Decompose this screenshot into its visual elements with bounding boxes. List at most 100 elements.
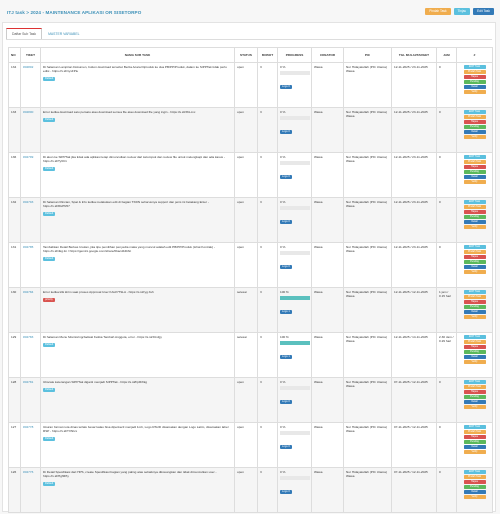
action-button[interactable]: Detail — [463, 265, 486, 269]
logs-button[interactable]: Logs 0 — [280, 444, 292, 449]
cell-status: selesai — [234, 332, 258, 378]
action-button[interactable]: Verify — [463, 495, 486, 499]
action-button[interactable]: Pending — [463, 80, 486, 84]
action-button[interactable]: Hapus — [463, 345, 486, 349]
action-button[interactable]: Hapus — [463, 255, 486, 259]
action-button[interactable]: Pindah Task — [463, 70, 486, 74]
action-button[interactable]: Pending — [463, 125, 486, 129]
action-button[interactable]: Pindah Task — [463, 115, 486, 119]
action-button[interactable]: Detail — [463, 220, 486, 224]
action-button[interactable]: Hapus — [463, 480, 486, 484]
action-button[interactable]: Pending — [463, 395, 486, 399]
action-button[interactable]: Pindah Task — [463, 295, 486, 299]
ticket-link[interactable]: #02802 — [23, 65, 34, 69]
action-button[interactable]: Detail — [463, 85, 486, 89]
column-header: STATUS — [234, 47, 258, 63]
logs-button[interactable]: Logs 0 — [280, 174, 292, 179]
column-header: TIKET — [20, 47, 41, 63]
action-button[interactable]: Hapus — [463, 120, 486, 124]
cell-pic: Nur Hidayatullah (PIC Utama) Wawa — [343, 467, 392, 513]
action-button[interactable]: Verify — [463, 450, 486, 454]
action-button[interactable]: Pindah Task — [463, 160, 486, 164]
action-button[interactable]: Detail — [463, 355, 486, 359]
ticket-link[interactable]: #02781 — [23, 380, 34, 384]
action-button[interactable]: EDIT Task — [463, 155, 486, 159]
action-button[interactable]: Detail — [463, 130, 486, 134]
tab-divider — [6, 39, 492, 40]
cell-name-text: Di Detail Spesifikasi dari HPS, create S… — [43, 470, 217, 478]
ticket-link[interactable]: #02799 — [23, 155, 34, 159]
action-button[interactable]: Pindah Task — [463, 250, 486, 254]
action-button[interactable]: EDIT Task — [463, 425, 486, 429]
logs-button[interactable]: Logs 0 — [280, 399, 292, 404]
action-button[interactable]: Hapus — [463, 435, 486, 439]
cell-progress-text: 100 % — [280, 335, 289, 339]
action-button[interactable]: Verify — [463, 90, 486, 94]
action-button[interactable]: EDIT Task — [463, 380, 486, 384]
action-button[interactable]: Verify — [463, 135, 486, 139]
action-button[interactable]: Hapus — [463, 75, 486, 79]
action-button[interactable]: Hapus — [463, 210, 486, 214]
logs-button[interactable]: Logs 0 — [280, 129, 292, 134]
ticket-link[interactable]: #02785 — [23, 245, 34, 249]
action-button[interactable]: Verify — [463, 225, 486, 229]
action-button[interactable]: EDIT Task — [463, 335, 486, 339]
action-button[interactable]: Verify — [463, 270, 486, 274]
logs-button[interactable]: Logs 0 — [280, 489, 292, 494]
action-button[interactable]: Pending — [463, 260, 486, 264]
cell-name-text: Di akun ke SIPPTak jika tidak ada aplika… — [43, 155, 225, 163]
table-row: 133 #02800 Error ketika download satu pers… — [8, 107, 493, 153]
action-button[interactable]: Detail — [463, 175, 486, 179]
action-button[interactable]: Pending — [463, 170, 486, 174]
action-button[interactable]: Pending — [463, 305, 486, 309]
cell-pic-text: Nur Hidayatullah (PIC Utama) Wawa — [346, 335, 387, 343]
logs-button[interactable]: Logs 1 — [280, 354, 292, 359]
action-button[interactable]: EDIT Task — [463, 65, 486, 69]
action-button[interactable]: Verify — [463, 180, 486, 184]
cell-no: 134 — [8, 62, 21, 108]
action-button[interactable]: Pindah Task — [463, 205, 486, 209]
action-button[interactable]: Pending — [463, 215, 486, 219]
action-button[interactable]: EDIT Task — [463, 200, 486, 204]
action-button[interactable]: Pindah Task — [463, 430, 486, 434]
ticket-link[interactable]: #02800 — [23, 110, 34, 114]
action-button[interactable]: Hapus — [463, 165, 486, 169]
action-button[interactable]: EDIT Task — [463, 110, 486, 114]
progress-bar — [280, 116, 310, 120]
action-button[interactable]: Detail — [463, 490, 486, 494]
ticket-link[interactable]: #02776 — [23, 470, 34, 474]
ticket-link[interactable]: #02793 — [23, 200, 34, 204]
ticket-link[interactable]: #02778 — [23, 425, 34, 429]
action-button[interactable]: Hapus — [463, 300, 486, 304]
ticket-link[interactable]: #02783 — [23, 335, 34, 339]
action-button[interactable]: EDIT Task — [463, 470, 486, 474]
ticket-link[interactable]: #02784 — [23, 290, 34, 294]
action-button[interactable]: Hapus — [463, 390, 486, 394]
tab-master-variable[interactable]: MASTER VARIABEL — [48, 32, 80, 36]
action-button[interactable]: Detail — [463, 310, 486, 314]
edit-task-button[interactable]: Edit Task — [473, 8, 494, 15]
action-button[interactable]: Verify — [463, 405, 486, 409]
action-button[interactable]: Detail — [463, 445, 486, 449]
action-button[interactable]: Pending — [463, 350, 486, 354]
action-button[interactable]: Pindah Task — [463, 475, 486, 479]
action-button[interactable]: Verify — [463, 315, 486, 319]
action-button[interactable]: Pindah Task — [463, 340, 486, 344]
tag-badge: Default — [43, 388, 56, 392]
logs-button[interactable]: Logs 1 — [280, 309, 292, 314]
action-button[interactable]: Detail — [463, 400, 486, 404]
logs-button[interactable]: Logs 0 — [280, 264, 292, 269]
action-button[interactable]: Pindah Task — [463, 385, 486, 389]
review-button[interactable]: Tinjau — [453, 8, 471, 15]
move-task-button[interactable]: Pindah Task — [425, 8, 451, 15]
action-button[interactable]: Verify — [463, 360, 486, 364]
header-actions: Pindah Task Tinjau Edit Task — [425, 8, 494, 15]
logs-button[interactable]: Logs 0 — [280, 84, 292, 89]
action-button[interactable]: Pending — [463, 440, 486, 444]
tab-subtask-list[interactable]: Daftar Sub Task — [6, 28, 43, 39]
action-button[interactable]: Pending — [463, 485, 486, 489]
action-button[interactable]: EDIT Task — [463, 245, 486, 249]
logs-button[interactable]: Logs 0 — [280, 219, 292, 224]
table-row: 136 #02799 Di akun ke SIPPTak jika tidak a… — [8, 152, 493, 198]
action-button[interactable]: EDIT Task — [463, 290, 486, 294]
